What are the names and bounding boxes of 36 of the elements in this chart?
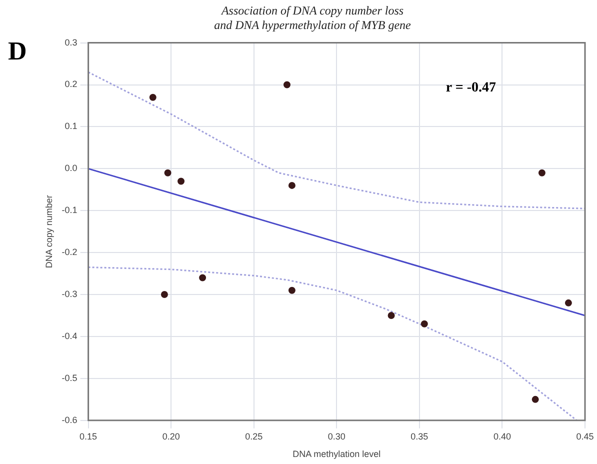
y-tick-label: -0.1 (62, 205, 78, 216)
x-tick-label: 0.40 (493, 431, 511, 442)
point (532, 396, 539, 403)
chart-title: Association of DNA copy number loss and DNA hypermethylation of MYB gene (214, 3, 412, 32)
point (199, 274, 206, 282)
y-tick-label: -0.4 (62, 330, 78, 341)
point (288, 286, 296, 294)
point (388, 312, 395, 320)
y-tick-label: 0.2 (64, 79, 78, 90)
y-tick-label: 0.0 (64, 163, 78, 174)
x-tick-label: 0.35 (410, 431, 428, 442)
annotation: r = -0.47 (446, 80, 496, 96)
point (564, 299, 572, 306)
point (283, 81, 290, 88)
y-tick-label: -0.3 (62, 289, 78, 300)
y-axis-title: DNA copy number (44, 195, 54, 268)
point (178, 178, 185, 185)
y-tick-label: 0.1 (64, 121, 78, 132)
point (420, 320, 428, 328)
y-tick-label: -0.6 (62, 414, 78, 425)
x-tick-label: 0.20 (162, 431, 180, 442)
y-tick-label: -0.2 (62, 247, 78, 258)
point (149, 94, 156, 101)
x-tick-label: 0.15 (80, 431, 98, 442)
line-series (88, 266, 578, 420)
point (164, 169, 172, 176)
x-tick-label: 0.45 (576, 431, 594, 442)
point (538, 169, 546, 176)
x-axis-title: DNA methylation level (292, 449, 381, 460)
y-tick-label: -0.5 (62, 372, 78, 383)
point (288, 182, 296, 189)
point (160, 291, 168, 298)
text: D (8, 36, 27, 66)
y-tick-label: 0.3 (64, 37, 78, 48)
x-tick-label: 0.25 (245, 431, 263, 442)
x-tick-label: 0.30 (328, 431, 346, 442)
